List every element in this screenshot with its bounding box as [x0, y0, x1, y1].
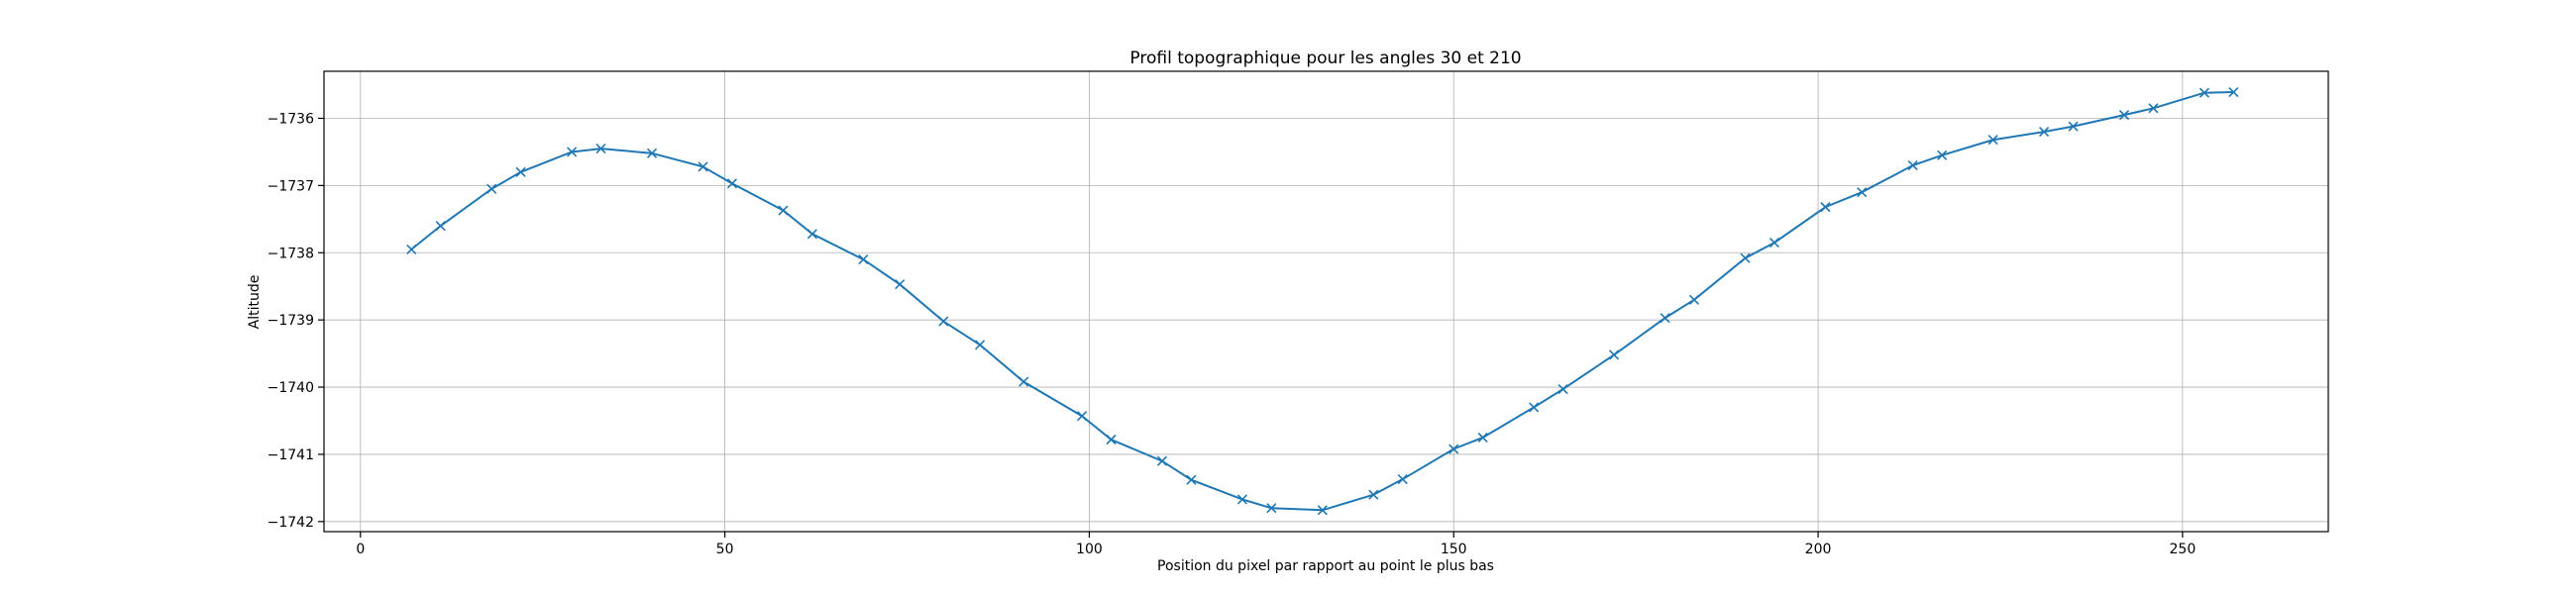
x-tick-label: 0: [356, 542, 365, 557]
series-layer: [406, 86, 2239, 516]
data-point-marker: [1529, 402, 1540, 413]
data-point-marker: [1688, 294, 1700, 305]
data-point-marker: [2118, 110, 2130, 121]
data-point-marker: [1937, 149, 1948, 160]
y-tick-label: −1737: [268, 178, 314, 194]
y-tick-label: −1739: [268, 313, 314, 329]
x-tick-label: 250: [2170, 542, 2197, 557]
data-point-marker: [1106, 434, 1117, 446]
data-point-marker: [726, 178, 738, 189]
data-point-marker: [1449, 444, 1459, 454]
data-point-marker: [1987, 135, 1998, 146]
data-point-marker: [515, 166, 526, 177]
y-tick-label: −1740: [268, 380, 314, 396]
data-point-marker: [2199, 87, 2210, 98]
data-point-marker: [2148, 103, 2159, 114]
data-point-marker: [2228, 86, 2239, 98]
data-point-marker: [1156, 455, 1168, 466]
data-point-marker: [1477, 432, 1488, 444]
y-axis-label: Altitude: [247, 275, 263, 330]
data-point-marker: [698, 161, 708, 172]
plot-frame: [323, 70, 2329, 533]
tick-layer: 0 50 100 150 200 250 −1736 −1737 −1738 −1739 −1740…: [268, 112, 2197, 557]
data-point-marker: [1076, 411, 1088, 422]
series-line: [410, 91, 2234, 512]
data-point-marker: [1317, 505, 1328, 516]
data-point-marker: [567, 147, 578, 157]
data-point-marker: [2068, 121, 2079, 132]
y-tick-label: −1741: [268, 447, 314, 463]
data-point-marker: [1236, 494, 1247, 505]
data-point-marker: [1857, 187, 1868, 198]
data-point-marker: [2039, 127, 2050, 138]
data-point-marker: [1186, 474, 1197, 485]
data-point-marker: [806, 229, 817, 240]
data-point-marker: [938, 316, 949, 327]
x-tick-label: 50: [716, 542, 734, 557]
data-point-marker: [1266, 503, 1277, 514]
data-point-marker: [1907, 159, 1918, 171]
data-point-marker: [778, 205, 789, 216]
data-point-marker: [646, 148, 658, 158]
chart-title: Profil topographique pour les angles 30 …: [1129, 49, 1521, 68]
data-point-marker: [1740, 252, 1751, 263]
data-point-marker: [1609, 349, 1620, 360]
data-point-marker: [1019, 376, 1029, 387]
x-tick-label: 200: [1805, 542, 1832, 557]
x-axis-label: Position du pixel par rapport au point l…: [1157, 558, 1494, 574]
data-point-marker: [858, 254, 869, 265]
data-point-marker: [406, 244, 417, 254]
data-point-marker: [1660, 313, 1670, 324]
data-point-marker: [486, 183, 497, 194]
x-tick-label: 100: [1076, 542, 1103, 557]
data-point-marker: [1557, 384, 1568, 395]
x-tick-label: 150: [1441, 542, 1467, 557]
data-point-marker: [1397, 473, 1408, 485]
y-tick-label: −1738: [268, 246, 314, 261]
y-tick-label: −1736: [268, 112, 314, 128]
data-point-marker: [975, 340, 986, 350]
data-point-marker: [1820, 202, 1831, 213]
data-point-marker: [1368, 489, 1379, 500]
y-tick-label: −1742: [268, 515, 314, 531]
data-point-marker: [595, 144, 606, 154]
data-point-marker: [895, 279, 906, 290]
data-point-marker: [435, 221, 446, 232]
grid-layer: [324, 71, 2328, 532]
data-point-marker: [1769, 238, 1779, 248]
